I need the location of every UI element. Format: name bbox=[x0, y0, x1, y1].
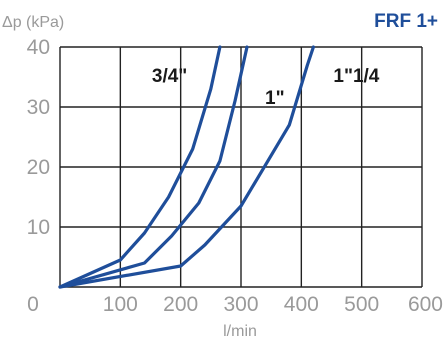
x-tick-label: 200 bbox=[163, 293, 198, 316]
series-line-3 bbox=[58, 45, 315, 289]
grid bbox=[59, 46, 423, 288]
x-tick-label: 500 bbox=[344, 293, 379, 316]
chart-title: FRF 1+ bbox=[374, 11, 438, 32]
series-labels: 3/4" 1" 1"1/4 bbox=[152, 66, 380, 109]
series-label-2: 1" bbox=[265, 88, 285, 109]
y-tick-label: 30 bbox=[27, 96, 50, 119]
y-tick-label: 20 bbox=[27, 156, 50, 179]
x-tick-label: 400 bbox=[284, 293, 319, 316]
series-line-2 bbox=[58, 45, 249, 289]
series-lines bbox=[58, 45, 315, 289]
x-tick-label: 0 bbox=[27, 293, 39, 316]
series-label-3: 1"1/4 bbox=[333, 66, 379, 87]
x-tick-label: 100 bbox=[103, 293, 138, 316]
x-tick-label: 600 bbox=[408, 293, 443, 316]
series-line-1 bbox=[58, 45, 222, 289]
y-tick-label: 10 bbox=[27, 216, 50, 239]
axis-ticks: 0 100 200 300 400 500 600 10 20 30 40 bbox=[27, 36, 443, 316]
y-tick-label: 40 bbox=[27, 36, 50, 59]
series-label-1: 3/4" bbox=[152, 66, 187, 87]
y-axis-title: Δp (kPa) bbox=[2, 14, 64, 31]
x-axis-title: l/min bbox=[223, 323, 257, 340]
x-tick-label: 300 bbox=[223, 293, 258, 316]
